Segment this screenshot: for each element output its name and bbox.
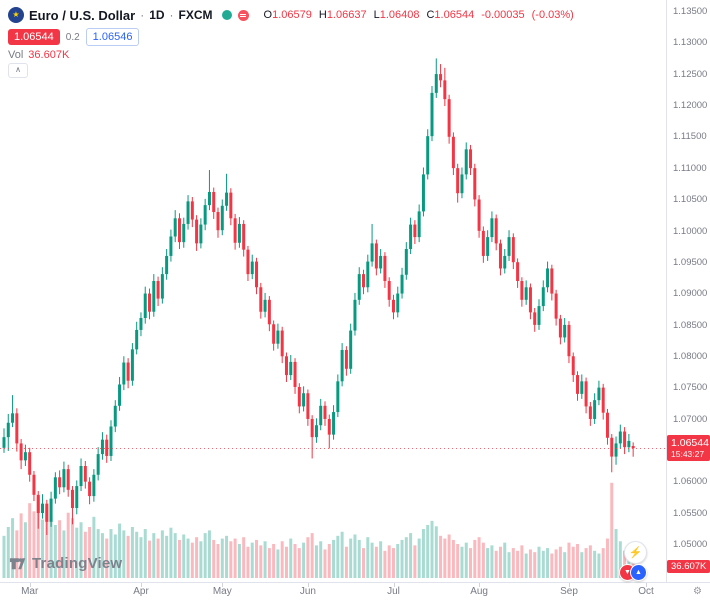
- settings-gear-icon[interactable]: ⚙: [693, 586, 702, 597]
- current-price-value: 1.06544: [671, 437, 709, 449]
- quick-trade-button[interactable]: ⚡: [624, 541, 647, 564]
- volume-label: Vol: [8, 49, 24, 61]
- price-axis[interactable]: 1.050001.055001.060001.065001.070001.075…: [666, 0, 710, 582]
- price-axis-label: 1.10000: [673, 225, 708, 237]
- low-value: 1.06408: [379, 9, 420, 21]
- title-separator: ·: [140, 8, 145, 22]
- open-value: 1.06579: [272, 9, 312, 21]
- time-axis-label: Jul: [387, 586, 400, 597]
- change-percent: (-0.03%): [531, 9, 574, 21]
- tradingview-logo-icon: [9, 558, 26, 570]
- volume-badge: 36.607K: [667, 560, 710, 573]
- price-axis-label: 1.13500: [673, 6, 708, 17]
- price-axis-label: 1.12000: [673, 100, 708, 112]
- price-axis-label: 1.13000: [673, 37, 708, 49]
- trade-widget: 1.06544 0.2 1.06546: [8, 28, 140, 46]
- time-axis-tick: [29, 583, 31, 587]
- price-axis-label: 1.11000: [673, 162, 707, 174]
- price-axis-label: 1.09000: [673, 288, 708, 300]
- time-axis-tick: [222, 583, 224, 587]
- ohlc-values: O1.06579 H1.06637 L1.06408 C1.06544 -0.0…: [263, 9, 574, 21]
- price-axis-label: 1.08000: [673, 350, 708, 362]
- close-value: 1.06544: [434, 9, 475, 21]
- tradingview-logo-text: TradingView: [32, 555, 123, 572]
- chart-legend: ★ Euro / U.S. Dollar · 1D · FXCM O1.0657…: [8, 7, 574, 23]
- time-axis-label: Mar: [21, 586, 39, 597]
- price-axis-label: 1.05500: [673, 507, 708, 519]
- price-axis-label: 1.06000: [673, 476, 708, 488]
- time-axis-label: Sep: [560, 586, 578, 597]
- market-status-icon[interactable]: [221, 10, 232, 20]
- time-axis-tick: [646, 583, 647, 587]
- time-axis-tick: [569, 583, 570, 587]
- symbol-title[interactable]: Euro / U.S. Dollar: [29, 7, 136, 23]
- time-axis-label: Jun: [299, 586, 316, 597]
- price-axis-label: 1.07500: [673, 382, 708, 394]
- volume-value: 36.607K: [28, 49, 70, 61]
- price-axis-label: 1.12500: [673, 68, 708, 80]
- time-axis-tick: [479, 583, 481, 587]
- current-price-badge: 1.06544 15:43:27: [667, 435, 710, 461]
- bar-countdown: 15:43:27: [671, 449, 705, 459]
- interval-label[interactable]: 1D: [149, 8, 165, 22]
- time-axis-tick: [141, 583, 142, 587]
- sell-button[interactable]: 1.06544: [8, 29, 60, 45]
- collapse-legend-button[interactable]: ∧: [8, 63, 28, 78]
- buy-button[interactable]: 1.06546: [85, 28, 140, 46]
- time-axis-tick: [393, 583, 395, 587]
- time-axis-label: Oct: [638, 586, 654, 597]
- symbol-logo-eu-flag-icon[interactable]: ★: [8, 7, 24, 23]
- time-axis-label: May: [212, 586, 232, 597]
- spread-value: 0.2: [65, 31, 80, 43]
- time-axis-label: Aug: [470, 586, 488, 597]
- price-axis-label: 1.09500: [673, 256, 708, 268]
- time-axis-label: Apr: [133, 586, 149, 597]
- high-value: 1.06637: [326, 9, 367, 21]
- news-feed-icon[interactable]: [237, 9, 249, 21]
- title-separator: ·: [169, 8, 174, 22]
- time-axis[interactable]: ⚙ Mar Apr May Jun Jul Aug Sep Oct: [0, 582, 710, 600]
- time-axis-tick: [307, 583, 309, 587]
- lightning-icon: ⚡: [628, 547, 643, 559]
- change-value: -0.00035: [481, 9, 525, 21]
- tradingview-logo[interactable]: TradingView: [8, 554, 122, 573]
- volume-legend: Vol 36.607K: [8, 49, 69, 61]
- price-axis-label: 1.10500: [673, 194, 708, 206]
- buy-bubble-icon: ▲: [630, 564, 647, 581]
- price-axis-label: 1.05000: [673, 539, 708, 550]
- price-axis-label: 1.07000: [673, 413, 708, 425]
- price-axis-label: 1.08500: [673, 319, 708, 331]
- exchange-label[interactable]: FXCM: [178, 8, 213, 22]
- trade-bubbles-button[interactable]: ▼ ▲: [619, 563, 651, 581]
- price-axis-label: 1.11500: [673, 131, 707, 143]
